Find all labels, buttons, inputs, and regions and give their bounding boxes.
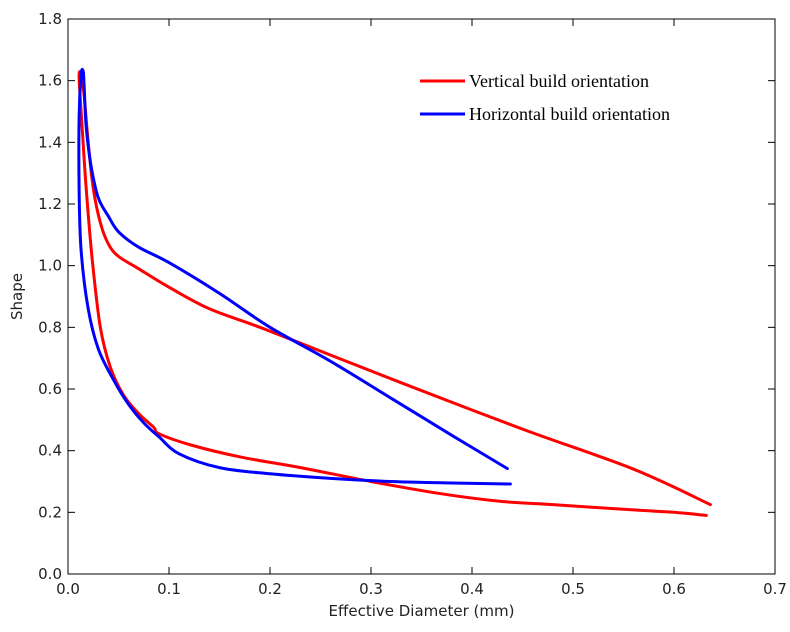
x-tick-label: 0.4 [460,580,484,598]
y-tick-label: 1.8 [38,10,62,28]
y-tick-label: 0.2 [38,503,62,521]
legend-label: Horizontal build orientation [469,104,670,124]
x-tick-label: 0.3 [359,580,383,598]
x-tick-label: 0.6 [662,580,686,598]
x-tick-label: 0.5 [561,580,585,598]
y-tick-label: 0.8 [38,318,62,336]
y-tick-label: 1.4 [38,133,62,151]
y-axis-title: Shape [8,273,26,320]
y-tick-label: 0.4 [38,442,62,460]
y-tick-label: 0.0 [38,565,62,583]
x-tick-label: 0.2 [258,580,282,598]
x-tick-label: 0.1 [157,580,181,598]
plot-frame [67,18,776,575]
y-tick-label: 1.0 [38,257,62,275]
series-layer [77,67,712,517]
legend-label: Vertical build orientation [469,71,649,91]
series-line-horizontal-build-orientation [77,67,512,486]
y-tick-label: 1.2 [38,195,62,213]
y-tick-label: 1.6 [38,72,62,90]
x-tick-label: 0.0 [56,580,80,598]
x-axis-title: Effective Diameter (mm) [329,602,515,620]
x-tick-label: 0.7 [763,580,787,598]
ticks-layer: 0.0 0.1 0.2 0.3 0.4 0.5 0.6 0.7 0.0 0.2 0.4 0.6 0.8 1… [38,10,787,598]
y-tick-label: 0.6 [38,380,62,398]
legend: Vertical build orientation Horizontal bui… [420,71,670,124]
